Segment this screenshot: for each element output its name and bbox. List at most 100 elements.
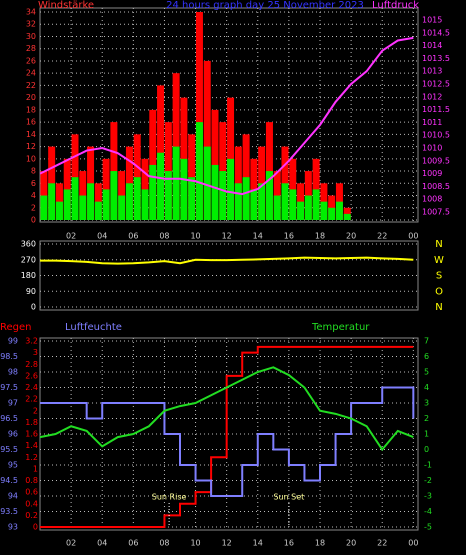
x-tick-label: 04	[97, 232, 107, 241]
annotation: Sun Rise	[152, 493, 187, 502]
y2-tick-label: N	[435, 239, 442, 250]
y2-tick-label: W	[434, 255, 444, 266]
wind-bar	[343, 213, 351, 220]
y2-tick-label: 1009.5	[422, 156, 450, 165]
wind-bar	[304, 195, 312, 220]
y-tick-label: 98.5	[0, 352, 18, 361]
series-line	[39, 36, 414, 196]
y-tick-label: 30	[26, 32, 36, 41]
wind-bar	[94, 201, 102, 220]
y2-tick-label: 1014	[422, 41, 442, 50]
y-tick-label: 20	[26, 93, 36, 102]
wind-bar	[157, 152, 165, 220]
y-tick-label: 96	[8, 430, 18, 439]
y2-tick-label: 1012.5	[422, 80, 450, 89]
y3-tick-label: 3.2	[25, 337, 38, 346]
y-tick-label: 2	[31, 203, 36, 212]
y-tick-label: 99	[8, 337, 18, 346]
y-tick-label: 12	[26, 142, 36, 151]
y2-tick-label: 7	[424, 337, 429, 346]
y3-tick-label: 1.2	[25, 453, 38, 462]
y2-tick-label: 1010.5	[422, 131, 450, 140]
y2-tick-label: -3	[424, 492, 432, 501]
y2-tick-label: 1007.5	[422, 208, 450, 217]
y2-tick-label: 1011	[422, 118, 442, 127]
y-tick-label: 95.5	[0, 445, 18, 454]
y2-tick-label: 1008.5	[422, 182, 450, 191]
x-tick-label: 08	[159, 232, 169, 241]
y3-tick-label: 2.6	[25, 371, 38, 380]
x-tick-label: 04	[97, 539, 107, 548]
x-tick-label: 12	[222, 539, 232, 548]
wind-bar	[172, 73, 180, 220]
y-tick-label: 4	[31, 191, 36, 200]
y-tick-label: 90	[26, 287, 36, 296]
series-name: Temperatur	[311, 322, 370, 333]
y-tick-label: 0	[31, 216, 36, 225]
y-tick-label: 24	[26, 69, 36, 78]
wind-bar	[320, 201, 328, 220]
wind-bar	[289, 189, 297, 220]
y3-tick-label: 2.4	[25, 383, 38, 392]
wind-bar	[149, 164, 157, 220]
y2-tick-label: 4	[424, 383, 429, 392]
y-tick-label: 97.5	[0, 383, 18, 392]
y-tick-label: 93.5	[0, 507, 18, 516]
wind-bar	[180, 158, 188, 220]
y-tick-label: 6	[31, 179, 36, 188]
y3-tick-label: 0	[33, 523, 38, 532]
y2-tick-label: 1	[424, 430, 429, 439]
wind-bar	[242, 177, 250, 220]
y2-tick-label: -4	[424, 507, 432, 516]
x-tick-label: 12	[222, 232, 232, 241]
y2-tick-label: N	[435, 302, 442, 313]
y2-tick-label: 1015	[422, 16, 442, 25]
wind-bar	[211, 164, 219, 220]
wind-bar	[40, 195, 48, 220]
y2-tick-label: 1010	[422, 144, 442, 153]
wind-bar	[102, 189, 110, 220]
x-tick-label: 02	[66, 232, 76, 241]
y-tick-label: 16	[26, 118, 36, 127]
wind-bar	[203, 146, 211, 220]
x-tick-label: 16	[284, 539, 294, 548]
y3-tick-label: 3	[33, 348, 38, 357]
wind-bar	[71, 177, 79, 220]
wind-bar	[281, 183, 289, 220]
series-line	[40, 256, 414, 265]
wind-bar	[55, 201, 63, 220]
y-tick-label: 94.5	[0, 476, 18, 485]
y-tick-label: 96.5	[0, 414, 18, 423]
chart-title: 24 hours graph day 25 November 2023	[166, 0, 364, 11]
y2-tick-label: 2	[424, 414, 429, 423]
y2-tick-label: -2	[424, 476, 432, 485]
y3-tick-label: 0.2	[25, 511, 38, 520]
x-tick-label: 08	[159, 539, 169, 548]
y3-tick-label: 1.4	[25, 441, 38, 450]
x-tick-label: 22	[377, 539, 387, 548]
y-tick-label: 18	[26, 105, 36, 114]
y2-tick-label: -5	[424, 523, 432, 532]
wind-bar	[110, 171, 118, 220]
y2-axis-title: Luftdruck	[372, 0, 419, 11]
x-tick-label: 06	[128, 539, 138, 548]
y3-tick-label: 1	[33, 464, 38, 473]
y-tick-label: 28	[26, 44, 36, 53]
y-tick-label: 95	[8, 461, 18, 470]
y-tick-label: 180	[21, 271, 36, 280]
wind-bar	[297, 201, 305, 220]
wind-bar	[157, 85, 165, 220]
series-line	[40, 345, 414, 528]
y-tick-label: 34	[26, 8, 36, 17]
wind-bar	[79, 195, 87, 220]
y2-tick-label: 1014.5	[422, 28, 450, 37]
y-tick-label: 98	[8, 368, 18, 377]
wind-bar	[273, 195, 281, 220]
series-line	[40, 386, 415, 497]
y2-tick-label: 6	[424, 352, 429, 361]
y-tick-label: 14	[26, 130, 36, 139]
panel-frame	[39, 7, 419, 223]
y2-tick-label: 5	[424, 368, 429, 377]
y-tick-label: 97	[8, 399, 18, 408]
